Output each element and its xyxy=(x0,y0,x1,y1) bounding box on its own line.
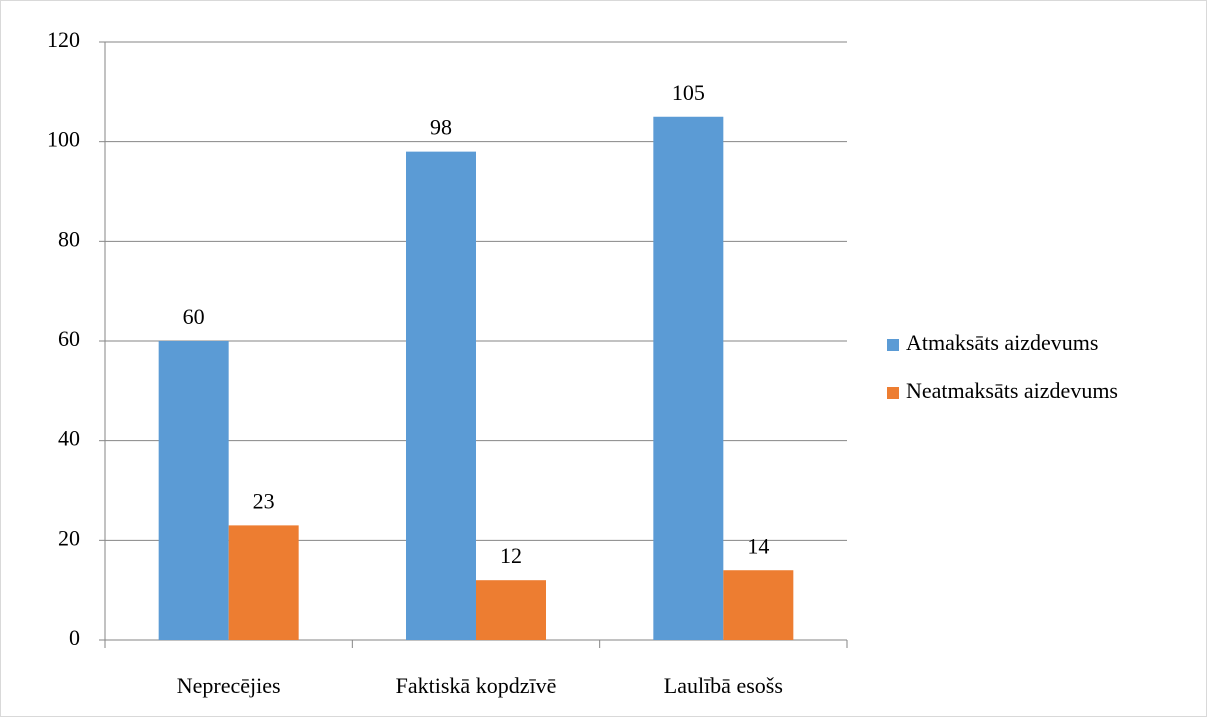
y-tick-label: 60 xyxy=(58,326,80,351)
x-tick-label: Neprecējies xyxy=(177,673,281,698)
bar xyxy=(476,580,546,640)
y-tick-label: 20 xyxy=(58,525,80,550)
bar xyxy=(406,151,476,640)
y-tick-label: 100 xyxy=(47,127,80,152)
legend-label: Atmaksāts aizdevums xyxy=(906,330,1098,355)
legend-swatch xyxy=(887,339,899,351)
y-tick-label: 0 xyxy=(69,625,80,650)
x-tick-label: Faktiskā kopdzīvē xyxy=(396,673,557,698)
data-label: 14 xyxy=(747,533,769,558)
bar xyxy=(653,116,724,640)
bar xyxy=(158,341,229,640)
y-tick-label: 120 xyxy=(47,27,80,52)
y-tick-label: 40 xyxy=(58,426,80,451)
legend-label: Neatmaksāts aizdevums xyxy=(906,378,1118,403)
data-label: 23 xyxy=(253,488,275,513)
data-label: 98 xyxy=(430,115,452,140)
data-label: 60 xyxy=(183,304,205,329)
data-label: 105 xyxy=(672,80,705,105)
legend-swatch xyxy=(887,387,899,399)
data-label: 12 xyxy=(500,543,522,568)
bar xyxy=(723,570,794,640)
y-tick-label: 80 xyxy=(58,226,80,251)
x-tick-label: Laulībā esošs xyxy=(664,673,783,698)
bar xyxy=(228,525,299,640)
